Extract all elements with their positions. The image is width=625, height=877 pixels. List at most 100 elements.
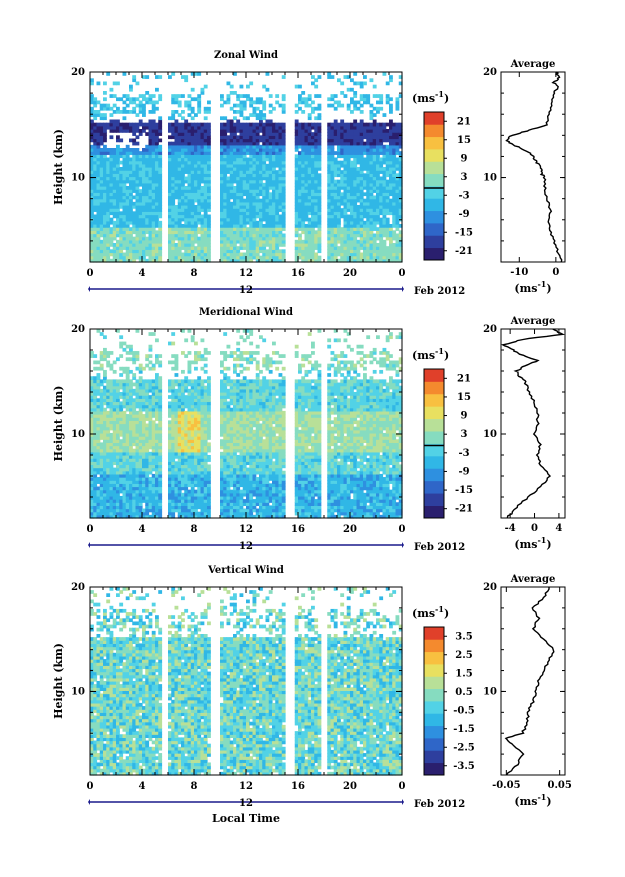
- heatmap-cell: [129, 85, 133, 89]
- heatmap-cell: [318, 104, 322, 108]
- heatmap-cell: [301, 110, 305, 114]
- heatmap-cell: [171, 72, 175, 76]
- colorbar-swatch: [424, 112, 444, 125]
- heatmap-cell: [106, 72, 110, 76]
- colorbar-tick-label: 21: [457, 116, 471, 127]
- heatmap-cell: [155, 107, 159, 111]
- y-axis-label: Height (km): [52, 129, 65, 205]
- heatmap-cell: [230, 85, 234, 89]
- average-profile-line: [507, 72, 562, 262]
- heatmap-cell: [110, 88, 114, 92]
- date-label: 12: [239, 285, 253, 296]
- heatmap-cell: [207, 123, 211, 127]
- heatmap-cell: [123, 72, 127, 76]
- heatmap-cell: [132, 75, 136, 79]
- x-tick-label: 0: [87, 268, 94, 279]
- heatmap-cell: [318, 75, 322, 79]
- heatmap-cell: [282, 123, 286, 127]
- heatmap-cell: [269, 94, 273, 98]
- heatmap-cell: [103, 91, 107, 95]
- heatmap-cell: [181, 94, 185, 98]
- heatmap-cell: [90, 78, 94, 82]
- heatmap-cell: [379, 107, 383, 111]
- date-bar-left-cap: [88, 286, 90, 292]
- heatmap-cell: [97, 82, 101, 86]
- heatmap-cell: [116, 82, 120, 86]
- heatmap-cell: [383, 72, 387, 76]
- heatmap-cell: [158, 94, 162, 98]
- heatmap-cell: [308, 94, 312, 98]
- average-title: Average: [510, 59, 556, 70]
- heatmap-cell: [379, 94, 383, 98]
- heatmap-cell: [158, 139, 162, 143]
- heatmap-cell: [103, 82, 107, 86]
- heatmap-cell: [370, 78, 374, 82]
- heatmap-cell: [344, 94, 348, 98]
- heatmap-cell: [266, 72, 270, 76]
- heatmap-cell: [129, 345, 133, 349]
- heatmap-cell: [136, 82, 140, 86]
- date-suffix: Feb 2012: [414, 286, 465, 297]
- y-tick-label: 20: [71, 67, 85, 78]
- heatmap-cell: [119, 354, 123, 358]
- heatmap-cell: [119, 139, 123, 143]
- heatmap-cell: [103, 113, 107, 117]
- colorbar-tick-label: -21: [455, 246, 473, 257]
- colorbar-swatch: [424, 211, 444, 224]
- heatmap-cell: [340, 82, 344, 86]
- heatmap-cell: [136, 142, 140, 146]
- colorbar-tick-label: 15: [457, 135, 471, 146]
- heatmap-cells: [90, 329, 403, 519]
- heatmap-cell: [389, 104, 393, 108]
- colorbar-swatch: [424, 137, 444, 150]
- heatmap-cell: [136, 329, 140, 333]
- heatmap-cell: [331, 75, 335, 79]
- heatmap-cell: [282, 249, 286, 253]
- heatmap-cell: [158, 145, 162, 149]
- heatmap-cell: [207, 215, 211, 219]
- heatmap-cell: [383, 113, 387, 117]
- x-tick-label: 0: [399, 268, 406, 279]
- average-x-label: (ms-1): [514, 279, 551, 295]
- heatmap-cell: [249, 82, 253, 86]
- heatmap-cell: [136, 351, 140, 355]
- average-x-tick-label: -10: [510, 267, 528, 278]
- heatmap-cell: [389, 75, 393, 79]
- colorbar-tick-label: 3: [461, 172, 468, 183]
- colorbar-swatch: [424, 198, 444, 211]
- heatmap-cell: [318, 173, 322, 177]
- heatmap-cell: [363, 75, 367, 79]
- colorbar-swatch: [424, 248, 444, 261]
- heatmap-cell: [334, 94, 338, 98]
- heatmap-cell: [373, 85, 377, 89]
- heatmap-cell: [181, 110, 185, 114]
- heatmap-cell: [240, 85, 244, 89]
- heatmap-cell: [262, 101, 266, 105]
- heatmap-cell: [204, 85, 208, 89]
- heatmap-cell: [110, 351, 114, 355]
- x-tick-label: 12: [239, 268, 253, 279]
- heatmap-cell: [233, 72, 237, 76]
- heatmap-cell: [275, 94, 279, 98]
- heatmap-cell: [123, 116, 127, 120]
- heatmap-cell: [184, 75, 188, 79]
- heatmap-cell: [197, 72, 201, 76]
- heatmap-cell: [100, 364, 104, 368]
- heatmap-cell: [207, 101, 211, 105]
- average-frame: [501, 72, 565, 262]
- colorbar-swatch: [424, 235, 444, 248]
- heatmap-cell: [204, 116, 208, 120]
- heatmap-cell: [311, 101, 315, 105]
- panel-title: Zonal Wind: [214, 50, 278, 61]
- heatmap-cell: [360, 110, 364, 114]
- heatmap-cell: [318, 113, 322, 117]
- heatmap-cell: [103, 370, 107, 374]
- colorbar-swatch: [424, 161, 444, 174]
- heatmap-cell: [103, 335, 107, 339]
- heatmap-cell: [318, 256, 322, 260]
- colorbar-tick-label: -9: [458, 209, 469, 220]
